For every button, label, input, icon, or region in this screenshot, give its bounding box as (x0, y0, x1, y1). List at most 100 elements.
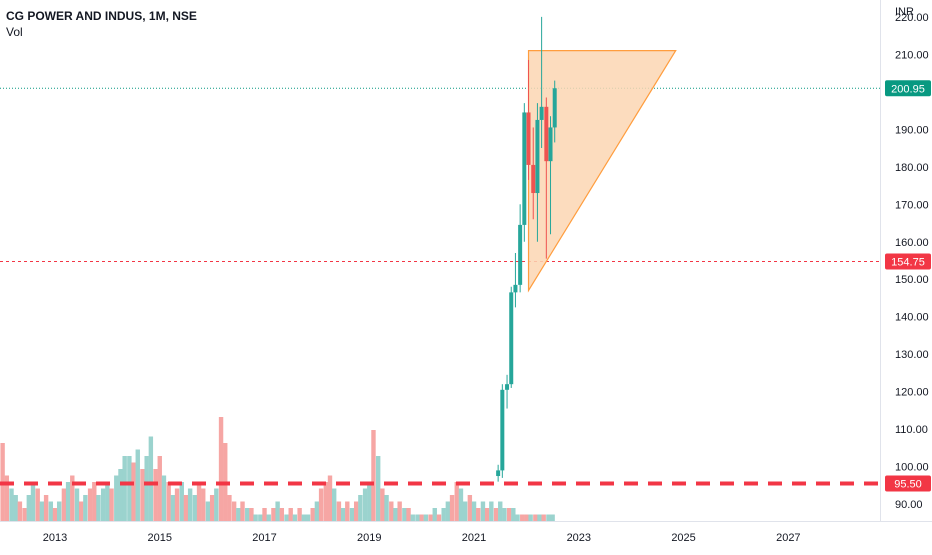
volume-bar (331, 488, 337, 521)
volume-bar (375, 456, 381, 521)
candle (526, 59, 531, 180)
price-tick-label: 140.00 (895, 312, 929, 324)
time-tick-label: 2025 (671, 532, 695, 544)
candle (522, 103, 527, 242)
volume-bar (92, 482, 97, 521)
volume-bar (114, 475, 119, 521)
volume-bar (533, 514, 538, 521)
volume-bar (484, 508, 490, 521)
volume-bar (153, 469, 158, 521)
candle-body (531, 164, 536, 194)
volume-bar (30, 482, 36, 521)
volume-bar (201, 488, 206, 521)
time-tick-label: 2019 (357, 532, 381, 544)
time-tick-label: 2013 (43, 532, 67, 544)
volume-bar (13, 495, 18, 521)
candle (500, 384, 505, 478)
volume-bar (122, 456, 127, 521)
price-tick-label: 220.00 (895, 12, 929, 24)
volume-bar (70, 475, 75, 521)
candle-body (552, 88, 557, 128)
candle-body (509, 292, 514, 385)
time-axis[interactable]: 2013 2015 2017 2019 2021 2023 2025 2027 (43, 532, 801, 544)
time-tick-label: 2023 (567, 532, 591, 544)
candle (552, 80, 557, 143)
volume-bar (166, 482, 171, 521)
volume-bar (144, 456, 149, 521)
volume-bar (174, 488, 180, 521)
volume-bar (428, 514, 433, 521)
volume-bar (489, 501, 494, 521)
volume-bar (245, 508, 250, 521)
volume-bar (336, 501, 342, 521)
candle-body (535, 119, 540, 194)
candle (544, 97, 549, 259)
candle-body (548, 127, 553, 162)
volume-bar (227, 495, 232, 521)
volume-bar (541, 514, 546, 521)
volume-bar (310, 508, 315, 521)
volume-bar (406, 508, 411, 521)
volume-bar (109, 488, 114, 521)
volume-bar (436, 514, 442, 521)
volume-bar (458, 488, 464, 521)
volume-bar (65, 482, 71, 521)
candle (513, 253, 518, 308)
volume-bar (305, 514, 311, 521)
volume-bar (301, 514, 307, 521)
volume-bar (9, 488, 14, 521)
support-badge (885, 475, 931, 492)
volume-bar (462, 501, 468, 521)
volume-bar (266, 514, 271, 521)
candle-body (526, 112, 531, 165)
volume-bar (480, 501, 486, 521)
volume-bar (96, 495, 101, 521)
volume-bar (231, 501, 237, 521)
volume-bar (353, 501, 359, 521)
volume-bar (340, 508, 346, 521)
volume-bar (467, 495, 473, 521)
volume-bar (384, 495, 389, 521)
volume-bar (83, 495, 88, 521)
volume-bar (35, 488, 40, 521)
volume-bar (345, 501, 350, 521)
price-tick-label: 160.00 (895, 237, 929, 249)
volume-bar (22, 508, 27, 521)
time-tick-label: 2017 (252, 532, 276, 544)
volume-bar (61, 488, 67, 521)
price-axis[interactable]: 90.00 100.00 110.00 120.00 130.00 140.00 150.0… (895, 12, 929, 511)
volume-bar (528, 514, 533, 521)
horizontal-lines (0, 87, 880, 486)
volume-bar (26, 495, 32, 521)
volume-bar (135, 449, 140, 521)
volume-bar (271, 508, 276, 521)
support-badge-label: 95.50 (894, 479, 922, 491)
candle (505, 374, 510, 409)
resistance-badge (885, 253, 931, 270)
volume-bar (179, 482, 184, 521)
volume-bar (209, 495, 215, 521)
volume-bar (4, 475, 10, 521)
candle-body (513, 284, 518, 293)
volume-bar (127, 456, 132, 521)
volume-bar (367, 482, 372, 521)
volume-bar (550, 514, 555, 521)
candle (539, 16, 544, 149)
time-tick-label: 2021 (462, 532, 486, 544)
volume-bar (48, 501, 54, 521)
volume-bar (205, 501, 211, 521)
volume-bar (546, 514, 551, 521)
volume-bar (402, 508, 407, 521)
symbol-title: CG POWER AND INDUS, 1M, NSE (6, 9, 197, 23)
resistance-badge-label: 154.75 (891, 256, 925, 268)
volume-bar (161, 475, 167, 521)
volume-bar (275, 501, 280, 521)
price-tick-label: 210.00 (895, 49, 929, 61)
volume-bar (362, 488, 368, 521)
volume-bar (100, 488, 106, 521)
volume-bar (327, 475, 333, 521)
volume-bar (249, 508, 254, 521)
price-tick-label: 120.00 (895, 387, 929, 399)
